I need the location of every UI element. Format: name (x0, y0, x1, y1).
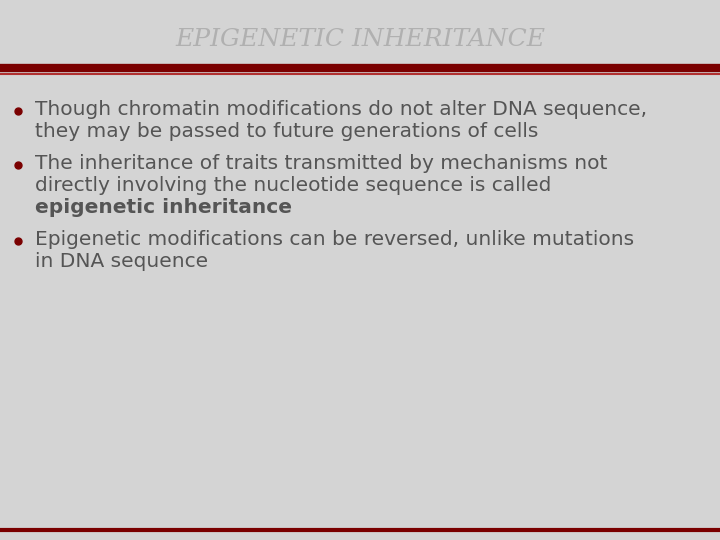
Text: epigenetic inheritance: epigenetic inheritance (35, 198, 292, 217)
Text: Though chromatin modifications do not alter DNA sequence,: Though chromatin modifications do not al… (35, 100, 647, 119)
Text: The inheritance of traits transmitted by mechanisms not: The inheritance of traits transmitted by… (35, 154, 608, 173)
Text: in DNA sequence: in DNA sequence (35, 252, 208, 271)
Text: Epigenetic modifications can be reversed, unlike mutations: Epigenetic modifications can be reversed… (35, 230, 634, 249)
Text: they may be passed to future generations of cells: they may be passed to future generations… (35, 122, 539, 141)
Text: directly involving the nucleotide sequence is called: directly involving the nucleotide sequen… (35, 176, 552, 195)
Text: EPIGENETIC INHERITANCE: EPIGENETIC INHERITANCE (175, 28, 545, 51)
